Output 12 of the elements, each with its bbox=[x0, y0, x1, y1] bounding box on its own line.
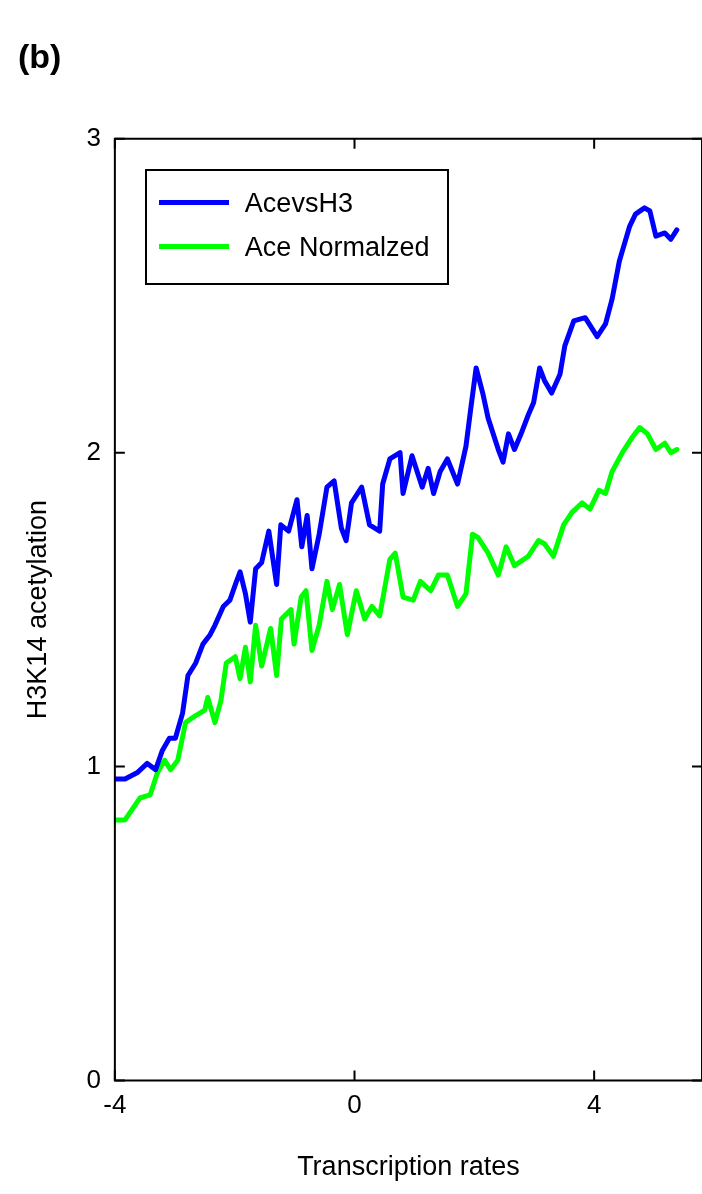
y-tick-label: 3 bbox=[86, 121, 101, 152]
x-tick-label: -4 bbox=[103, 1089, 127, 1120]
x-tick-label: 0 bbox=[347, 1089, 362, 1120]
legend-label: AcevsH3 bbox=[244, 186, 353, 220]
y-tick-label: 2 bbox=[86, 435, 101, 466]
y-axis-title: H3K14 acetylation bbox=[21, 500, 52, 720]
y-tick-label: 1 bbox=[86, 749, 101, 780]
legend-label: Ace Normalzed bbox=[244, 230, 430, 264]
x-tick-label: 4 bbox=[586, 1089, 602, 1120]
x-axis-title: Transcription rates bbox=[297, 1151, 520, 1182]
chart-title: (b) bbox=[18, 36, 62, 75]
y-tick-label: 0 bbox=[86, 1063, 101, 1094]
